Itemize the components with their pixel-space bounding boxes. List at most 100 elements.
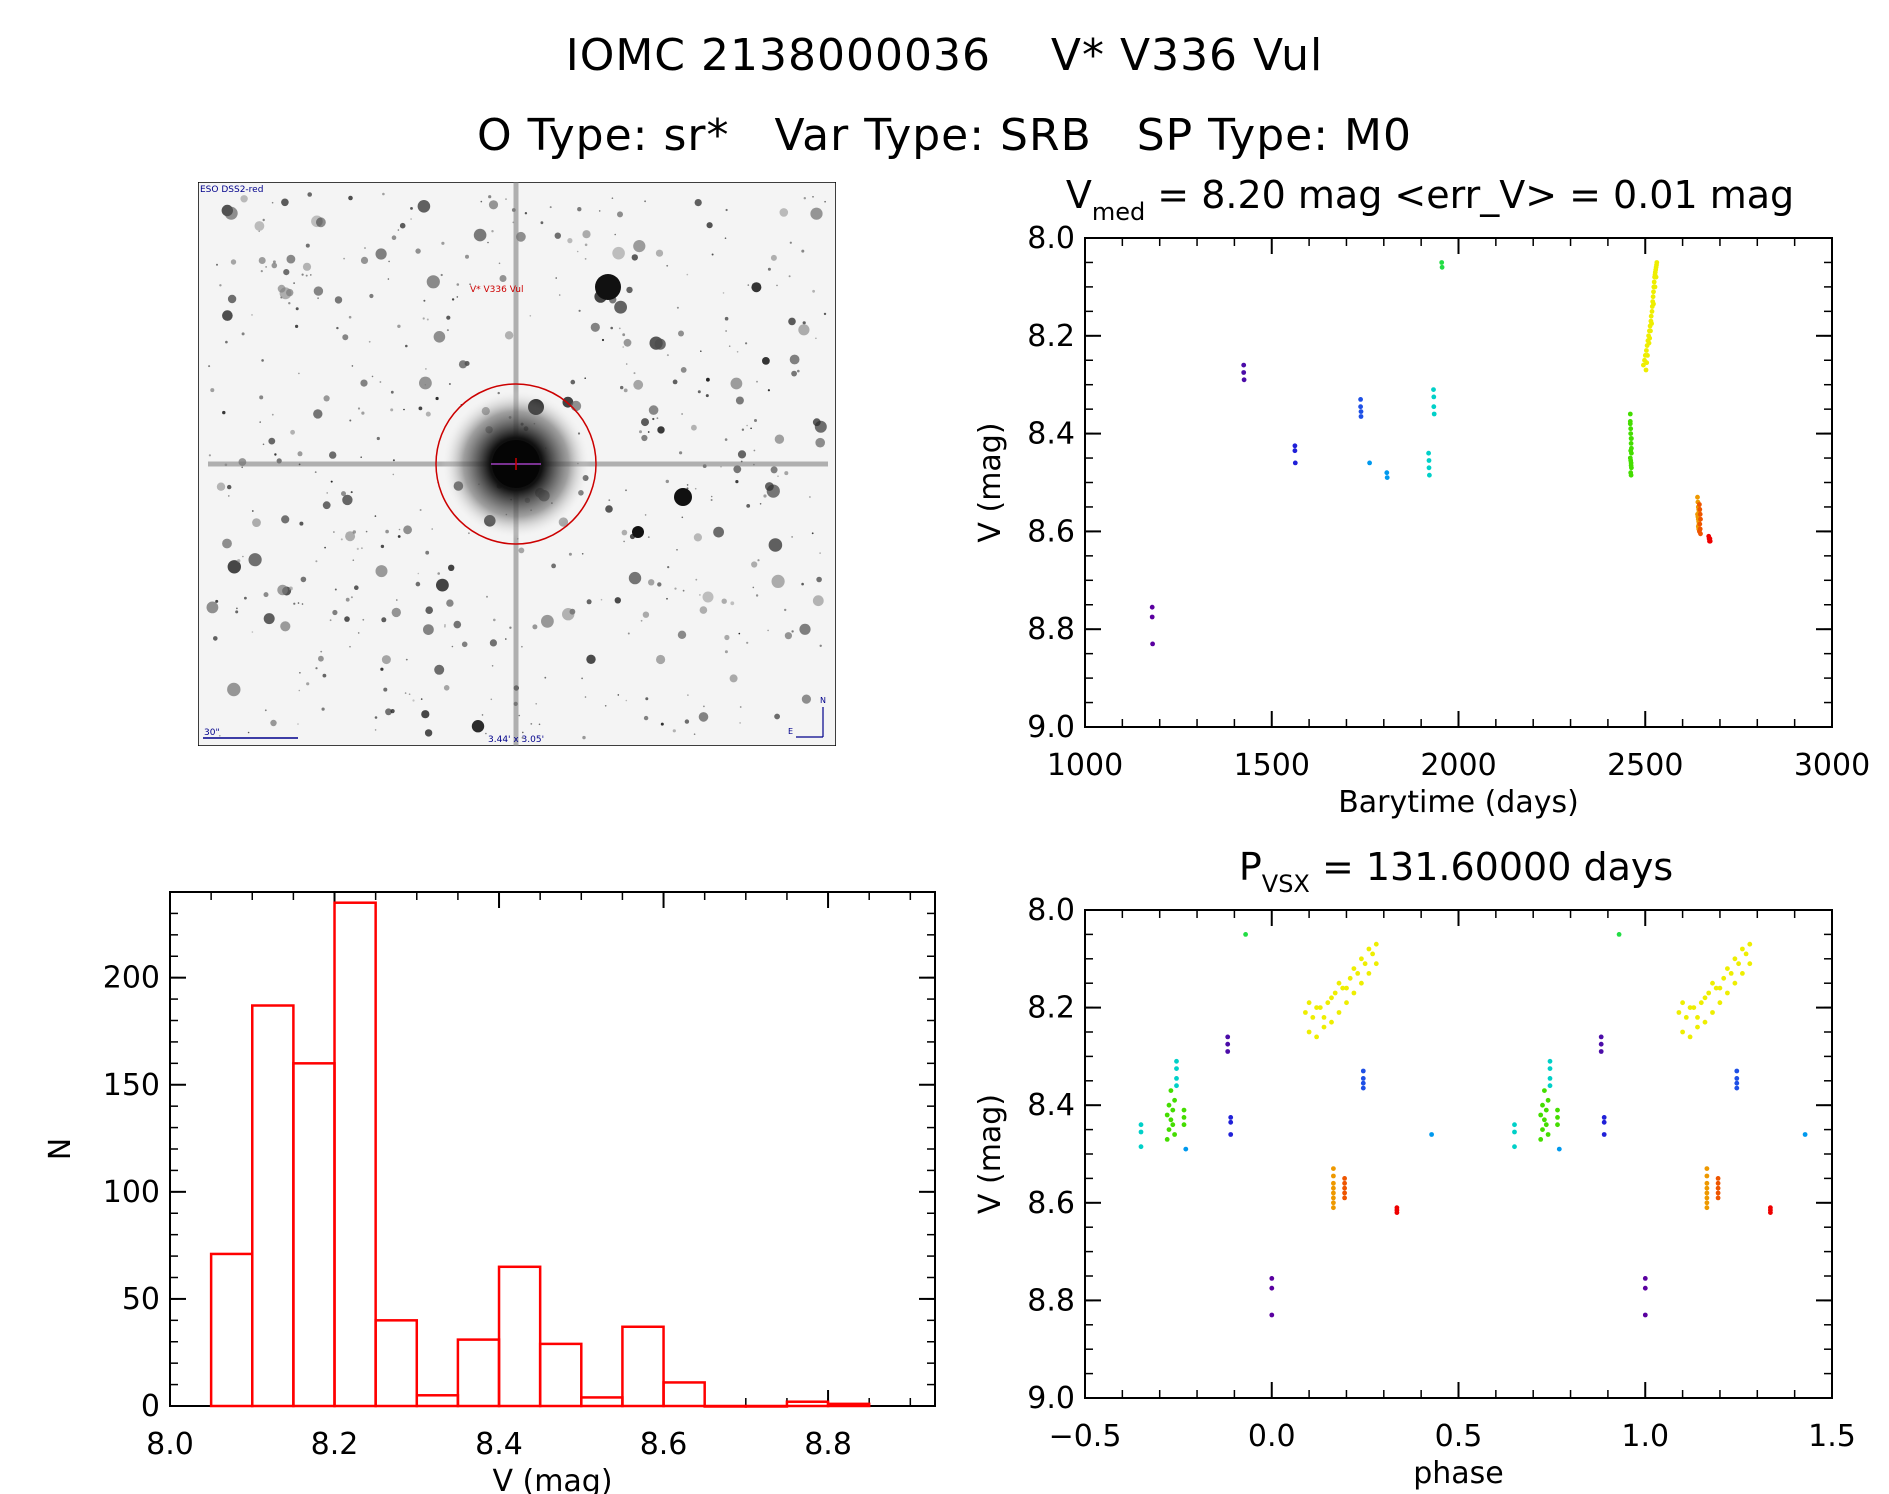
field-star (383, 687, 388, 692)
field-star (425, 368, 427, 370)
phased-point (1342, 1180, 1347, 1186)
field-star (538, 723, 541, 726)
phased-point (1555, 1115, 1560, 1120)
lightcurve-point (1292, 448, 1298, 454)
field-star (403, 525, 412, 535)
phased-point (1545, 1132, 1551, 1137)
lightcurve-ytick-label: 8.2 (1027, 319, 1075, 354)
field-star (451, 645, 454, 648)
field-star (453, 620, 462, 629)
field-star (305, 274, 308, 277)
field-star (819, 644, 822, 647)
field-star (422, 317, 425, 320)
field-star (410, 207, 413, 210)
page-subtitle: O Type: sr* Var Type: SRB SP Type: M0 (477, 110, 1412, 161)
field-star (676, 306, 679, 309)
lightcurve-point (1643, 367, 1649, 373)
phased-point (1429, 1132, 1434, 1137)
field-star (263, 592, 269, 598)
field-star (739, 706, 742, 708)
lightcurve-point (1628, 458, 1634, 463)
field-star (798, 324, 810, 336)
field-star (283, 269, 290, 276)
histogram-bar (209, 1252, 254, 1408)
field-star (444, 625, 446, 628)
field-star (464, 361, 470, 366)
phased-point (1366, 971, 1372, 976)
field-star (665, 479, 669, 484)
field-star (271, 201, 274, 204)
phased-point (1547, 1066, 1553, 1071)
field-star (392, 459, 395, 462)
field-star (419, 376, 432, 390)
lightcurve-ytick-label: 8.8 (1027, 612, 1075, 647)
field-star (600, 598, 603, 601)
phased-point (1174, 1083, 1179, 1089)
field-star (730, 377, 743, 390)
field-star (419, 509, 422, 511)
field-star (208, 365, 211, 368)
field-star (270, 719, 277, 727)
phased-point (1331, 1205, 1336, 1211)
lightcurve-point (1653, 267, 1659, 273)
field-star (767, 267, 771, 271)
field-star (356, 547, 359, 550)
field-star (504, 331, 514, 340)
field-star (342, 334, 349, 341)
field-star (711, 253, 714, 256)
bright-star (674, 488, 692, 506)
phased-point (1642, 1312, 1648, 1318)
field-star (408, 693, 411, 695)
field-star (293, 282, 295, 284)
field-star (509, 626, 512, 629)
field-star (385, 529, 389, 534)
lightcurve-point (1697, 521, 1703, 527)
phased-point (1394, 1210, 1400, 1215)
field-star (681, 413, 683, 415)
histogram-bar (292, 1062, 336, 1408)
field-star (700, 350, 702, 352)
lightcurve-point (1149, 614, 1155, 620)
lightcurve-point (1697, 502, 1702, 507)
phased-point (1601, 1115, 1607, 1120)
field-star (306, 682, 310, 686)
lightcurve-xtick-label: 2500 (1607, 748, 1683, 783)
field-star (297, 451, 303, 457)
lightcurve-point (1649, 304, 1655, 309)
field-star (645, 697, 649, 701)
phased-point (1228, 1115, 1234, 1120)
field-star (555, 277, 557, 279)
phased-point (1704, 1185, 1710, 1191)
field-star (505, 198, 507, 200)
field-star (570, 400, 582, 412)
field-star (784, 471, 789, 476)
field-star (625, 489, 627, 492)
field-star (272, 260, 276, 264)
field-star (729, 674, 738, 683)
lightcurve-point (1644, 343, 1650, 348)
histogram-bar (703, 1404, 748, 1408)
field-star (687, 694, 689, 696)
field-star (219, 284, 222, 287)
field-star (518, 714, 521, 717)
field-star (777, 475, 779, 478)
field-star (522, 731, 524, 734)
field-star (301, 273, 304, 276)
phased-point (1704, 1166, 1710, 1171)
field-star (380, 667, 384, 671)
lightcurve-point (1628, 472, 1634, 478)
phased-point (1710, 1010, 1715, 1015)
phased-point (1331, 1173, 1336, 1179)
phased-point (1174, 1066, 1179, 1071)
lightcurve-point (1695, 511, 1700, 517)
phased-point (1768, 1207, 1773, 1213)
field-star (321, 707, 325, 711)
field-star (681, 516, 684, 519)
phased-point (1303, 1010, 1308, 1015)
field-star (357, 632, 360, 634)
field-star (299, 672, 301, 674)
lightcurve-point (1696, 526, 1702, 532)
field-star (315, 667, 318, 670)
lightcurve-point (1649, 321, 1654, 326)
phased-point (1702, 995, 1708, 1001)
